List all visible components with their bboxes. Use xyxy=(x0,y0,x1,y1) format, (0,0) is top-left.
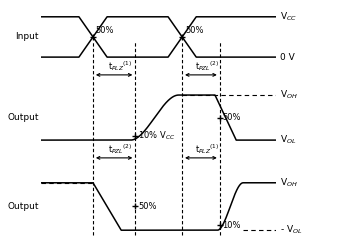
Text: 50%: 50% xyxy=(96,26,114,35)
Text: 50%: 50% xyxy=(223,113,241,122)
Text: 50%: 50% xyxy=(138,202,157,211)
Text: t$_{PLZ}$$^{(1)}$: t$_{PLZ}$$^{(1)}$ xyxy=(195,142,219,156)
Text: t$_{PLZ}$$^{(1)}$: t$_{PLZ}$$^{(1)}$ xyxy=(108,59,132,73)
Text: V$_{OL}$: V$_{OL}$ xyxy=(280,134,297,146)
Text: 10% V$_{CC}$: 10% V$_{CC}$ xyxy=(138,129,175,142)
Text: t$_{PZL}$$^{(2)}$: t$_{PZL}$$^{(2)}$ xyxy=(108,142,132,156)
Text: V$_{OH}$: V$_{OH}$ xyxy=(280,177,298,189)
Text: Input: Input xyxy=(16,32,39,41)
Text: 0 V: 0 V xyxy=(280,53,295,62)
Text: Output: Output xyxy=(8,113,39,122)
Text: - V$_{OL}$: - V$_{OL}$ xyxy=(280,224,303,236)
Text: 50%: 50% xyxy=(185,26,204,35)
Text: 10%: 10% xyxy=(223,221,241,230)
Text: Output: Output xyxy=(8,202,39,211)
Text: V$_{CC}$: V$_{CC}$ xyxy=(280,11,297,23)
Text: t$_{PZL}$$^{(2)}$: t$_{PZL}$$^{(2)}$ xyxy=(195,59,219,73)
Text: V$_{OH}$: V$_{OH}$ xyxy=(280,89,298,101)
